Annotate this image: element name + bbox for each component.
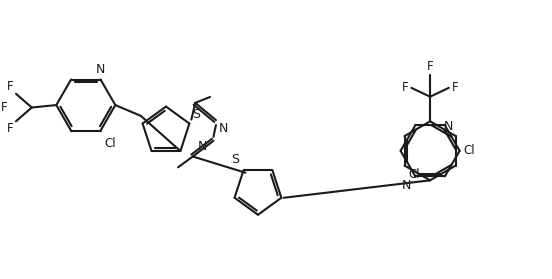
Text: N: N [96,62,105,76]
Text: Cl: Cl [104,136,116,150]
Text: Cl: Cl [408,168,420,181]
Text: F: F [402,81,408,94]
Text: F: F [7,122,14,135]
Text: S: S [192,108,200,121]
Text: F: F [1,101,8,114]
Text: N: N [402,179,411,192]
Text: F: F [427,60,433,73]
Text: Cl: Cl [464,144,475,157]
Text: F: F [452,81,458,94]
Text: F: F [7,80,14,93]
Text: N: N [444,120,453,133]
Text: S: S [232,153,240,166]
Text: N: N [219,122,229,135]
Text: N: N [198,140,208,153]
